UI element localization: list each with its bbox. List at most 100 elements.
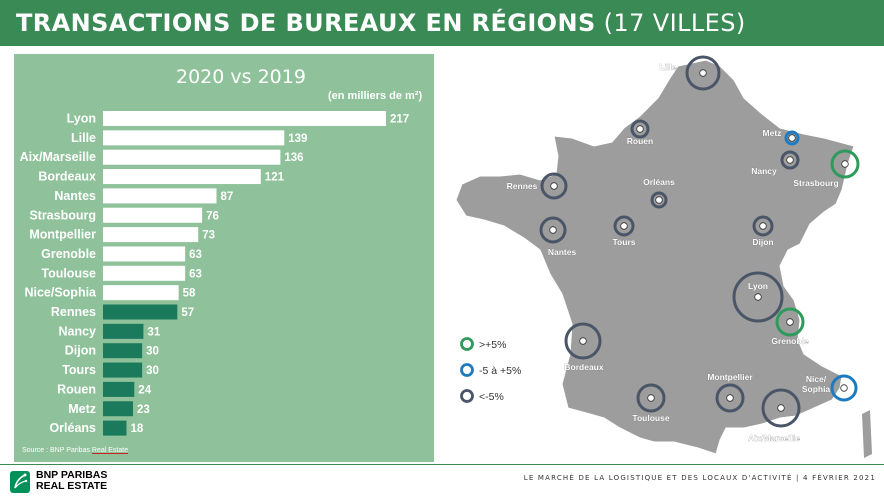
city-dot-dijon <box>759 222 767 230</box>
city-ring-toulouse <box>636 383 666 413</box>
logo-line-2: REAL ESTATE <box>36 480 108 492</box>
bar-bordeaux <box>103 169 261 185</box>
value-label-montpellier: 73 <box>202 230 215 242</box>
category-label-aix-marseille: Aix/Marseille <box>20 150 96 164</box>
city-dot-strasbourg <box>841 160 849 168</box>
bar-lyon <box>103 111 386 126</box>
footer-caption: LE MARCHÉ DE LA LOGISTIQUE ET DES LOCAUX… <box>523 474 876 482</box>
legend-label-5: >+5% <box>479 339 506 351</box>
value-label-dijon: 30 <box>146 346 159 358</box>
city-ring-strasbourg <box>830 149 860 179</box>
city-ring-rennes <box>540 172 568 200</box>
category-label-strasbourg: Strasbourg <box>29 208 96 222</box>
city-dot-nancy <box>786 156 794 164</box>
city-ring-rouen <box>630 119 650 139</box>
category-label-nantes: Nantes <box>54 189 96 203</box>
value-label-nantes: 87 <box>220 191 233 203</box>
chart-unit: (en milliers de m²) <box>328 90 423 102</box>
city-dot-metz <box>788 134 796 142</box>
value-label-strasbourg: 76 <box>206 210 219 222</box>
map-markers: Lille Rouen Metz Nancy Strasbourg Rennes Orléa… <box>460 55 860 443</box>
value-label-rennes: 57 <box>181 307 194 319</box>
city-label-dijon: Dijon <box>752 237 773 247</box>
source-prefix: Source : BNP Paribas <box>22 447 92 454</box>
legend-label-5-5: -5 à +5% <box>479 365 521 377</box>
category-label-lyon: Lyon <box>67 112 96 126</box>
value-label-tours: 30 <box>146 365 159 377</box>
city-ring-orl-ans <box>650 191 668 209</box>
category-label-orl-ans: Orléans <box>49 421 96 435</box>
city-label-rennes: Rennes <box>507 181 538 191</box>
france-outline <box>455 59 855 455</box>
city-label-lille: Lille <box>659 62 676 72</box>
city-label-nantes: Nantes <box>548 247 577 257</box>
value-label-toulouse: 63 <box>189 268 202 280</box>
bar-rennes <box>103 304 178 320</box>
city-dot-tours <box>620 222 628 230</box>
value-label-lyon: 217 <box>390 114 409 126</box>
city-dot-aix-marseille <box>777 404 785 412</box>
city-ring-nice-sophia <box>830 374 858 402</box>
bar-metz <box>103 401 133 417</box>
city-label-strasbourg: Strasbourg <box>793 178 838 188</box>
legend-swatch-5 <box>460 337 474 351</box>
city-dot-nantes <box>549 226 557 234</box>
category-label-nancy: Nancy <box>58 324 96 338</box>
city-ring-bordeaux <box>564 322 602 360</box>
category-label-tours: Tours <box>62 363 96 377</box>
bar-chart: Lyon 217 Lille 139 Aix/Marseille 136 Bordeaux 1… <box>20 111 409 436</box>
city-dot-rouen <box>636 125 644 133</box>
bar-nice-sophia <box>103 285 179 301</box>
category-label-metz: Metz <box>68 402 96 416</box>
city-ring-nancy <box>780 150 800 170</box>
city-label-rouen: Rouen <box>627 136 653 146</box>
source-suffix: Real Estate <box>91 447 129 454</box>
value-label-rouen: 24 <box>138 384 151 396</box>
city-ring-grenoble <box>775 307 805 337</box>
category-label-nice-sophia: Nice/Sophia <box>24 286 97 300</box>
bar-orl-ans <box>103 420 127 436</box>
bar-dijon <box>103 343 143 359</box>
logo-line-1: BNP PARIBAS <box>36 469 108 481</box>
footer-divider <box>0 464 884 465</box>
category-label-bordeaux: Bordeaux <box>38 170 96 184</box>
legend-label-5: <-5% <box>479 391 504 403</box>
value-label-metz: 23 <box>137 404 150 416</box>
city-dot-nice-sophia <box>840 384 848 392</box>
city-label-metz: Metz <box>763 128 782 138</box>
bar-chart-panel: 2020 vs 2019 (en milliers de m²) Lyon 217… <box>14 54 434 462</box>
category-label-rouen: Rouen <box>57 382 96 396</box>
value-label-grenoble: 63 <box>189 249 202 261</box>
city-dot-grenoble <box>786 318 794 326</box>
city-label-orl-ans: Orléans <box>643 177 675 187</box>
bar-tours <box>103 362 143 378</box>
value-label-bordeaux: 121 <box>265 172 285 184</box>
city-ring-aix-marseille <box>761 388 801 428</box>
corsica-outline <box>862 410 872 458</box>
bar-montpellier <box>103 227 199 243</box>
city-label-nice-sophia: Nice/Sophia <box>802 374 831 394</box>
city-ring-tours <box>613 215 635 237</box>
logo-text: BNP PARIBAS REAL ESTATE <box>36 470 107 492</box>
city-label-aix-marseille: Aix/Marseille <box>748 433 800 443</box>
bnp-stars-icon <box>10 471 30 493</box>
city-dot-lyon <box>754 293 762 301</box>
city-label-lyon: Lyon <box>748 281 768 291</box>
bar-nancy <box>103 323 144 339</box>
bnp-logo: BNP PARIBAS REAL ESTATE <box>10 470 118 496</box>
city-ring-montpellier <box>715 383 745 413</box>
header-banner: TRANSACTIONS DE BUREAUX EN RÉGIONS (17 V… <box>0 0 884 46</box>
bar-nantes <box>103 188 217 204</box>
map-panel: Lille Rouen Metz Nancy Strasbourg Rennes Orléa… <box>444 54 872 462</box>
chart-subtitle: 2020 vs 2019 <box>176 66 306 88</box>
city-dot-toulouse <box>647 394 655 402</box>
city-dot-montpellier <box>726 394 734 402</box>
category-label-rennes: Rennes <box>51 305 96 319</box>
city-label-montpellier: Montpellier <box>707 372 753 382</box>
bar-toulouse <box>103 265 186 281</box>
city-dot-rennes <box>550 182 558 190</box>
category-label-dijon: Dijon <box>65 344 96 358</box>
title-suffix: (17 VILLES) <box>603 9 746 37</box>
chart-source: Source : BNP Paribas Real Estate <box>22 447 128 454</box>
title-main: TRANSACTIONS DE BUREAUX EN RÉGIONS <box>16 9 596 37</box>
